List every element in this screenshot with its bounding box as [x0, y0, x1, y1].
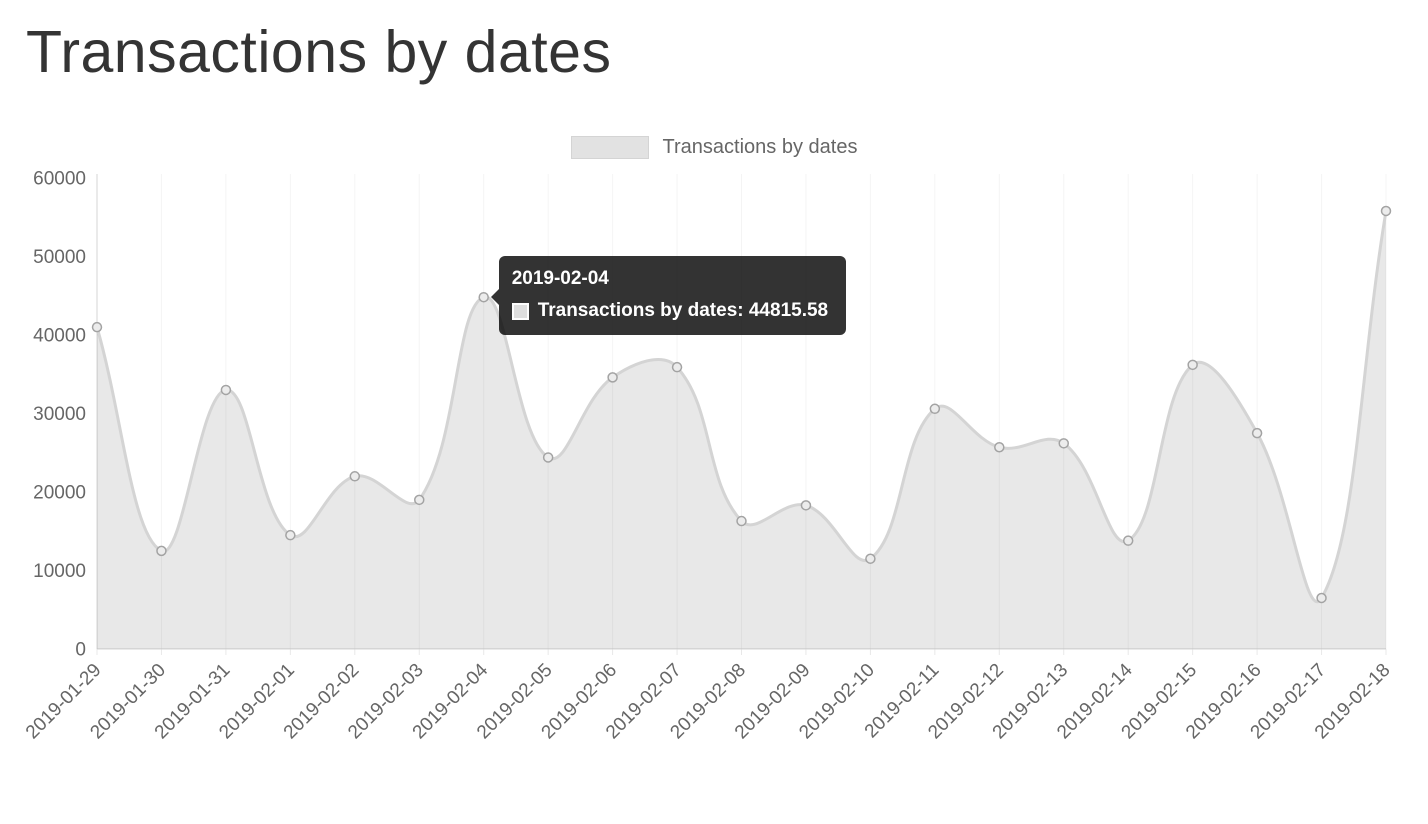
data-point[interactable] — [800, 500, 812, 511]
y-tick-label: 60000 — [33, 169, 86, 190]
tooltip-title: 2019-02-04 — [511, 268, 609, 290]
data-point[interactable] — [994, 442, 1005, 453]
data-point[interactable] — [285, 529, 296, 541]
data-point[interactable] — [349, 471, 361, 482]
y-tick-label: 20000 — [33, 483, 86, 504]
data-point[interactable] — [478, 291, 489, 303]
data-point[interactable] — [220, 384, 232, 396]
data-point[interactable] — [1251, 427, 1263, 439]
y-tick-label: 0 — [75, 640, 86, 661]
chart: Transactions by dates 0 10000 20000 30000 40… — [0, 136, 1428, 787]
data-point[interactable] — [671, 361, 683, 373]
y-tick-label: 10000 — [33, 561, 86, 582]
tooltip-swatch — [511, 302, 529, 320]
page-title: Transactions by dates — [26, 19, 612, 85]
data-point[interactable] — [414, 494, 425, 506]
area-fill — [97, 210, 1386, 649]
data-point[interactable] — [736, 515, 747, 527]
data-point[interactable] — [542, 452, 554, 463]
data-point[interactable] — [929, 403, 941, 415]
data-point[interactable] — [156, 545, 167, 557]
data-point[interactable] — [607, 372, 618, 383]
plot-area: 0 10000 20000 30000 40000 50000 60000 2019-01-2… — [0, 163, 1428, 787]
data-point[interactable] — [91, 321, 103, 333]
y-tick-label: 40000 — [33, 326, 86, 347]
data-point[interactable] — [1122, 535, 1134, 546]
legend-swatch — [570, 136, 649, 159]
page: Transactions by dates Transactions by da… — [0, 18, 1428, 787]
data-point[interactable] — [1058, 438, 1069, 449]
data-point[interactable] — [1316, 592, 1327, 604]
y-tick-label: 50000 — [33, 247, 86, 268]
legend-label: Transactions by dates — [662, 136, 858, 158]
y-tick-label: 30000 — [33, 404, 86, 425]
chart-canvas[interactable]: 01000020000300004000050000600002019-01-2… — [0, 163, 1428, 787]
tooltip-label: Transactions by dates: 44815.58 — [537, 300, 829, 322]
tooltip-body: Transactions by dates: 44815.58 — [511, 300, 829, 322]
data-point[interactable] — [1380, 205, 1392, 217]
data-point[interactable] — [865, 553, 876, 564]
legend-item[interactable]: Transactions by dates — [0, 136, 1428, 159]
tooltip: 2019-02-04 Transactions by dates: 44815.… — [490, 256, 847, 336]
tooltip-caret-icon — [490, 289, 499, 306]
data-point[interactable] — [1187, 359, 1198, 371]
